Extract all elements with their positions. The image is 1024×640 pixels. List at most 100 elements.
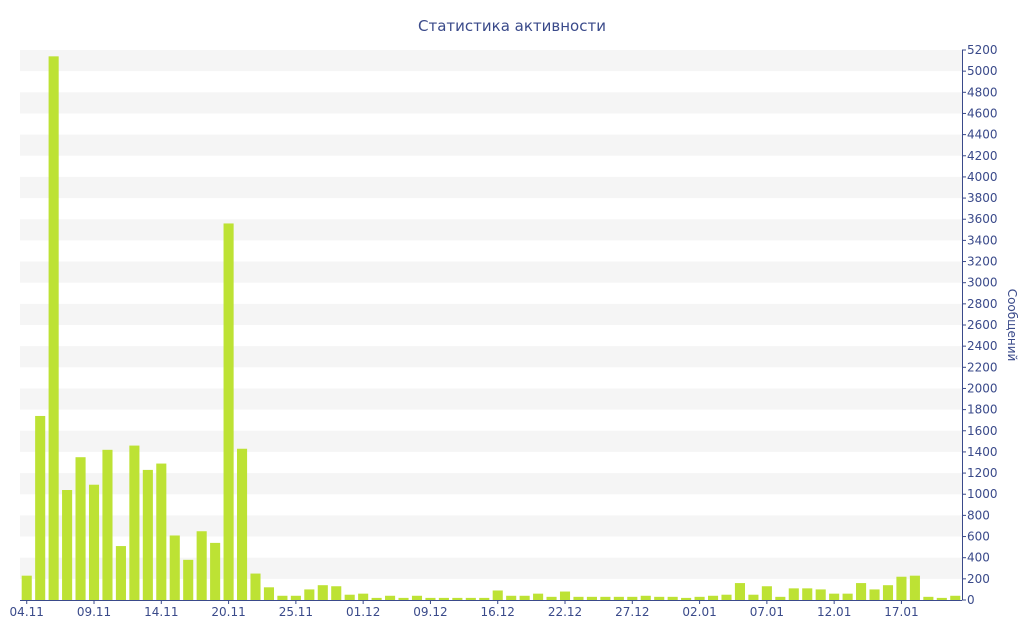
bar[interactable]	[331, 586, 342, 600]
bar[interactable]	[35, 415, 46, 600]
y-tick-label: 2600	[967, 318, 998, 332]
grid-band	[20, 92, 962, 114]
y-tick-label: 2800	[967, 297, 998, 311]
bar[interactable]	[546, 596, 557, 600]
bar[interactable]	[950, 595, 961, 600]
bar[interactable]	[411, 595, 423, 600]
bar[interactable]	[613, 596, 624, 600]
bar[interactable]	[223, 223, 234, 600]
x-axis-ticks: 04.11 09.11 14.11 20.11 25.11 01.12 09.12 16.12…	[10, 600, 919, 619]
bar[interactable]	[210, 542, 221, 600]
x-tick-label: 09.11	[77, 605, 111, 619]
chart-title: Статистика активности	[418, 17, 606, 35]
bar[interactable]	[304, 589, 315, 600]
bar[interactable]	[465, 597, 476, 600]
bar[interactable]	[856, 583, 867, 600]
x-tick-label: 04.11	[10, 605, 44, 619]
bar[interactable]	[829, 593, 840, 600]
x-tick-label: 25.11	[279, 605, 313, 619]
bar[interactable]	[290, 595, 301, 600]
bar[interactable]	[250, 573, 261, 600]
bar[interactable]	[519, 595, 530, 600]
bar[interactable]	[707, 595, 719, 600]
x-tick-label: 09.12	[413, 605, 447, 619]
y-tick-label: 3400	[967, 233, 998, 247]
bar[interactable]	[169, 535, 180, 600]
y-tick-label: 2000	[967, 381, 998, 395]
bar[interactable]	[896, 576, 907, 600]
bar[interactable]	[48, 56, 59, 601]
y-tick-label: 4600	[967, 106, 998, 120]
bar[interactable]	[788, 588, 799, 600]
bar[interactable]	[936, 597, 947, 600]
bar[interactable]	[236, 448, 248, 600]
bar[interactable]	[815, 589, 826, 600]
bar[interactable]	[506, 595, 517, 600]
bar[interactable]	[102, 449, 113, 600]
bar[interactable]	[667, 596, 678, 600]
bar[interactable]	[425, 597, 436, 600]
bar[interactable]	[882, 585, 894, 600]
bar[interactable]	[492, 590, 503, 600]
bar[interactable]	[183, 559, 194, 600]
x-tick-label: 22.12	[548, 605, 582, 619]
bar[interactable]	[21, 575, 32, 600]
bar[interactable]	[385, 595, 396, 600]
bar[interactable]	[748, 594, 759, 600]
bar[interactable]	[694, 596, 705, 600]
bar[interactable]	[88, 484, 100, 600]
bar[interactable]	[923, 596, 934, 600]
bar[interactable]	[75, 457, 86, 600]
x-tick-label: 14.11	[144, 605, 178, 619]
y-tick-label: 4400	[967, 128, 998, 142]
bar[interactable]	[438, 597, 449, 600]
bar[interactable]	[533, 593, 544, 600]
y-tick-label: 1800	[967, 403, 998, 417]
bar[interactable]	[586, 596, 597, 600]
grid-band	[20, 473, 962, 495]
bar[interactable]	[909, 575, 920, 600]
bar[interactable]	[62, 490, 73, 600]
grid-band	[20, 134, 962, 156]
bar[interactable]	[775, 596, 786, 600]
y-tick-label: 3000	[967, 276, 998, 290]
bar[interactable]	[263, 587, 275, 600]
bar[interactable]	[156, 463, 167, 600]
bar[interactable]	[479, 597, 490, 600]
bar[interactable]	[654, 596, 665, 600]
bar[interactable]	[802, 588, 813, 600]
y-tick-label: 5200	[967, 43, 998, 57]
bar[interactable]	[344, 594, 355, 600]
bar[interactable]	[559, 591, 571, 600]
bar[interactable]	[761, 586, 772, 600]
bar[interactable]	[721, 594, 732, 600]
bar[interactable]	[869, 589, 880, 600]
bar[interactable]	[734, 583, 746, 600]
bar[interactable]	[573, 596, 584, 600]
bar[interactable]	[196, 531, 207, 600]
y-tick-label: 800	[967, 508, 990, 522]
x-tick-label: 27.12	[615, 605, 649, 619]
y-tick-label: 1200	[967, 466, 998, 480]
bar[interactable]	[317, 585, 328, 600]
bar[interactable]	[640, 595, 651, 600]
x-tick-label: 20.11	[211, 605, 245, 619]
bar[interactable]	[371, 597, 382, 600]
bar[interactable]	[627, 596, 638, 600]
bar[interactable]	[842, 593, 853, 600]
grid-band	[20, 219, 962, 241]
y-tick-label: 4800	[967, 85, 998, 99]
bar[interactable]	[398, 597, 409, 600]
bar[interactable]	[129, 445, 140, 600]
bar[interactable]	[142, 469, 153, 600]
y-tick-label: 3200	[967, 255, 998, 269]
bar[interactable]	[277, 595, 288, 600]
x-tick-label: 17.01	[884, 605, 918, 619]
bar[interactable]	[358, 593, 369, 600]
bar[interactable]	[452, 597, 463, 600]
bar[interactable]	[681, 597, 692, 600]
y-tick-label: 3600	[967, 212, 998, 226]
bar[interactable]	[115, 546, 126, 600]
bar[interactable]	[600, 596, 611, 600]
